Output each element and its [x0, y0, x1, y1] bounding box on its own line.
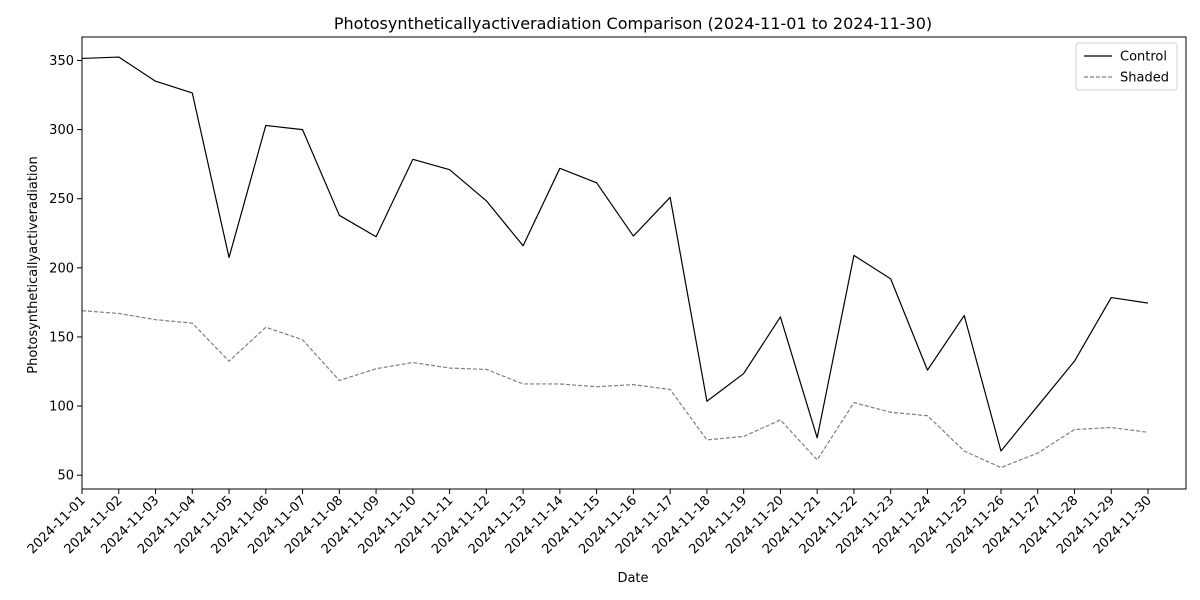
series-line-control [81, 56, 1149, 452]
plot-series-group [81, 56, 1149, 469]
y-tick-label: 200 [49, 261, 74, 276]
series-line-shaded [81, 310, 1149, 469]
y-tick-label: 350 [49, 54, 74, 69]
x-axis-label: Date [617, 571, 648, 586]
y-axis: 50 100 150 200 250 300 350 [49, 54, 82, 484]
y-tick-label: 300 [49, 123, 74, 138]
y-tick-label: 50 [57, 469, 74, 484]
y-axis-label: Photosyntheticallyactiveradiation [26, 156, 41, 373]
legend-label-shaded: Shaded [1120, 71, 1169, 86]
chart-title: Photosyntheticallyactiveradiation Compar… [334, 14, 932, 33]
legend-box [1075, 42, 1178, 91]
y-tick-label: 150 [49, 330, 74, 345]
legend: Control Shaded [1075, 42, 1178, 91]
legend-label-control: Control [1120, 50, 1167, 65]
y-tick-label: 100 [49, 400, 74, 415]
plot-frame [81, 36, 1187, 490]
y-tick-label: 250 [49, 192, 74, 207]
